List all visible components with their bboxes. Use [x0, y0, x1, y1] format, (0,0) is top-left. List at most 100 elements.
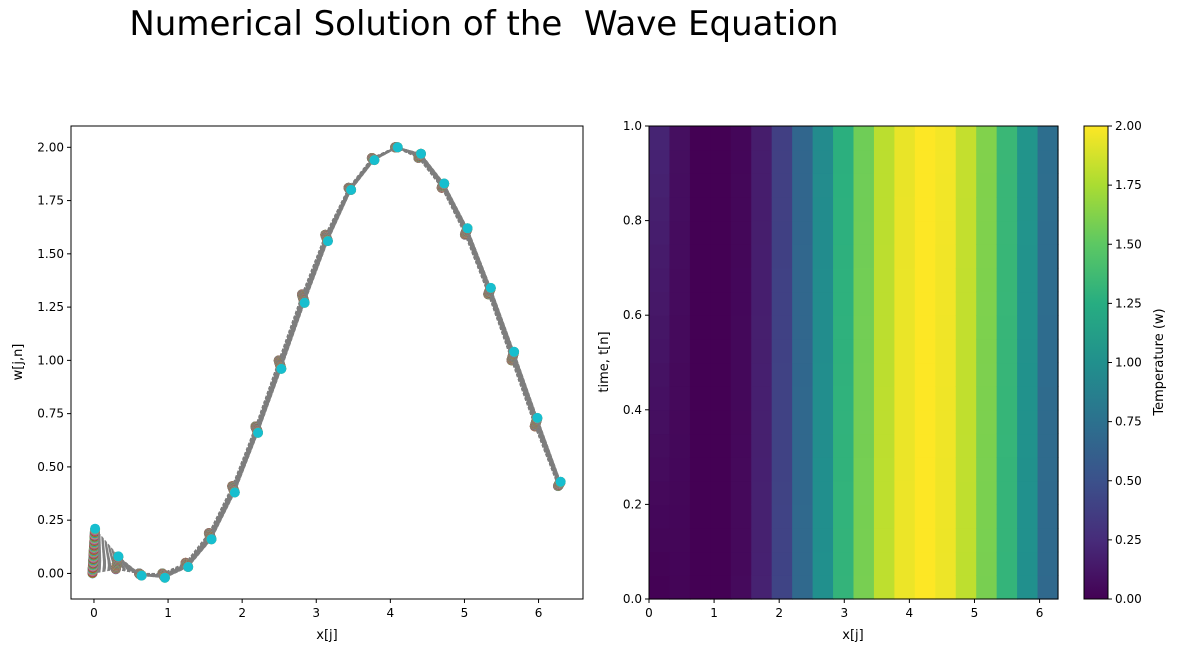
y-tick-label: 0.2 [623, 497, 642, 511]
series-line [93, 146, 560, 576]
series-line [94, 146, 561, 578]
heatmap-cell [792, 220, 814, 245]
heatmap-cell [751, 315, 773, 340]
time-step-series [88, 142, 564, 580]
heatmap-cell [853, 338, 875, 364]
heatmap-cell [1037, 126, 1059, 151]
heatmap-cell [853, 551, 875, 576]
heatmap-cell [649, 386, 671, 411]
heatmap-cell [1017, 409, 1039, 435]
heatmap-cell [1037, 338, 1059, 364]
time-step-series [88, 142, 564, 580]
series-line [94, 146, 562, 579]
series-line [92, 146, 559, 575]
x-tick-label: 4 [387, 606, 395, 620]
time-step-series [88, 142, 565, 581]
time-step-series [87, 142, 564, 579]
heatmap-cell [649, 315, 671, 340]
heatmap-cell [976, 267, 998, 293]
series-line [92, 146, 559, 574]
heatmap-cell [751, 575, 773, 600]
series-line [92, 146, 559, 575]
heatmap-cell [955, 244, 977, 269]
heatmap-cell [833, 480, 855, 505]
heatmap-cell [1037, 457, 1059, 482]
heatmap-cell [935, 173, 957, 198]
time-step-series [87, 142, 564, 579]
heatmap-cell [649, 409, 671, 435]
y-axis-label: w[j,n] [11, 344, 26, 381]
data-point [183, 562, 194, 572]
heatmap-cell [812, 196, 834, 222]
heatmap-cell [649, 196, 671, 222]
time-step-series [88, 142, 565, 581]
heatmap-cell [955, 551, 977, 576]
series-line [93, 146, 560, 577]
heatmap-cell [955, 480, 977, 505]
heatmap-cell [689, 457, 711, 482]
series-line [93, 146, 560, 577]
heatmap-cell [894, 457, 916, 482]
series-line [94, 146, 561, 578]
series-line [94, 146, 561, 578]
heatmap-cell [1017, 196, 1039, 222]
heatmap-cell [996, 291, 1018, 316]
heatmap-cell [914, 575, 936, 600]
heatmap-cell [792, 267, 814, 293]
heatmap-cell [730, 196, 752, 222]
time-step-series [89, 142, 566, 582]
time-step-series [88, 142, 565, 581]
y-tick-label: 1.75 [37, 194, 64, 208]
heatmap-cell [710, 480, 732, 505]
heatmap-cell [1037, 244, 1059, 269]
series-line [93, 146, 561, 577]
heatmap-cell [853, 433, 875, 458]
heatmap-cell [1017, 126, 1039, 151]
series-line [93, 146, 561, 577]
heatmap-cell [669, 196, 691, 222]
time-step-series [89, 142, 565, 582]
heatmap-cell [914, 267, 936, 293]
heatmap-cell [914, 126, 936, 151]
time-step-series [89, 142, 566, 582]
heatmap-cell [873, 362, 895, 387]
heatmap-cell [771, 433, 793, 458]
time-step-series [89, 142, 565, 582]
series-line [94, 146, 561, 578]
heatmap-cell [873, 196, 895, 222]
time-step-series [89, 142, 566, 583]
heatmap-cell [1017, 504, 1039, 529]
heatmap-cell [689, 267, 711, 293]
heatmap-cell [730, 315, 752, 340]
time-step-series [89, 142, 566, 583]
heatmap-cell [730, 126, 752, 151]
heatmap-cell [914, 220, 936, 245]
time-step-series [89, 142, 565, 582]
series-line [93, 146, 560, 576]
time-step-series [88, 142, 565, 581]
heatmap-cell [833, 457, 855, 482]
heatmap-cell [1037, 196, 1059, 222]
time-step-series [87, 142, 564, 579]
heatmap-cell [649, 126, 671, 151]
heatmap-cell [751, 338, 773, 364]
x-tick-label: 3 [312, 606, 320, 620]
heatmap-cell [730, 528, 752, 553]
time-step-series [88, 142, 564, 580]
heatmap-cell [689, 220, 711, 245]
heatmap-cell [1037, 433, 1059, 458]
time-step-series [88, 142, 564, 581]
heatmap-cell [1017, 338, 1039, 364]
heatmap-cell [771, 362, 793, 387]
heatmap-cell [812, 504, 834, 529]
time-step-series [90, 142, 566, 583]
heatmap-cell [996, 457, 1018, 482]
time-step-series [89, 142, 565, 582]
heatmap-cell [996, 362, 1018, 387]
heatmap-cell [792, 291, 814, 316]
time-step-series [90, 142, 566, 583]
heatmap-cell [771, 504, 793, 529]
heatmap-cell [669, 362, 691, 387]
data-point [555, 476, 566, 487]
heatmap-cell [689, 244, 711, 269]
